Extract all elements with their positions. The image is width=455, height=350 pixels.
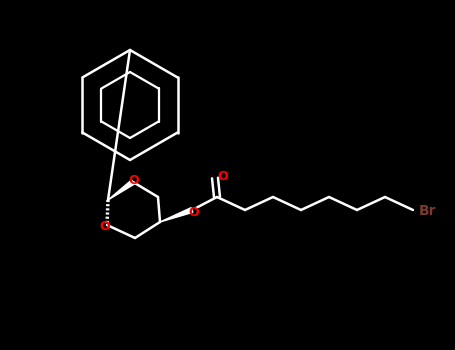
Text: O: O (129, 175, 139, 188)
Text: O: O (217, 170, 228, 183)
Polygon shape (108, 180, 135, 200)
Text: O: O (189, 205, 199, 218)
Text: O: O (100, 219, 110, 232)
Polygon shape (160, 208, 193, 222)
Text: Br: Br (419, 204, 436, 218)
